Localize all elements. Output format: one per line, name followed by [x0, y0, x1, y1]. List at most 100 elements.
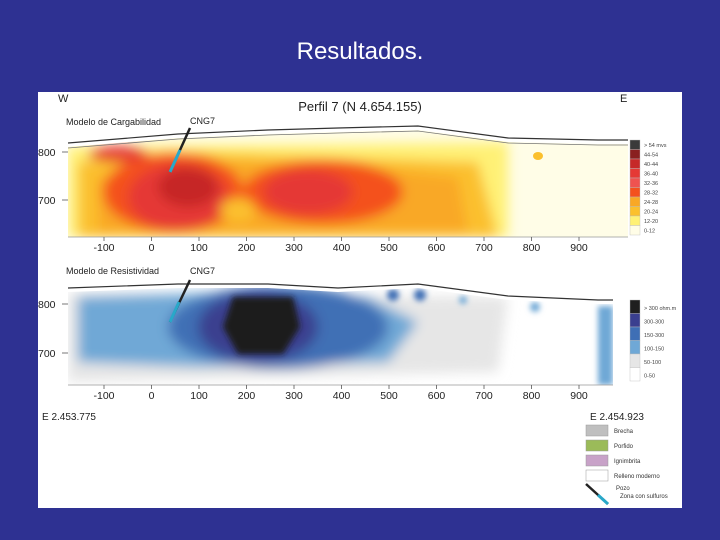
legend-label: 40-44: [644, 162, 658, 168]
y-tick-label: 700: [38, 195, 56, 207]
top-topography-line-lower: [67, 130, 628, 149]
x-tick-label: 700: [475, 390, 493, 402]
resist-east-edge: [598, 306, 613, 385]
coord-right: E 2.454.923: [590, 412, 644, 423]
bottom-topography-line: [67, 283, 613, 301]
litho-label: Relleno moderno: [614, 474, 660, 480]
legend-label: 100-150: [644, 347, 664, 353]
legend-label: 0-50: [644, 374, 655, 380]
y-tick-label: 800: [38, 147, 56, 159]
legend-swatch: [629, 367, 641, 382]
x-tick-label: -100: [93, 390, 114, 402]
litho-label: Porfido: [614, 444, 634, 450]
bottom-well-label: CNG7: [190, 266, 215, 276]
resist-shallow-anomaly-2: [414, 289, 426, 301]
x-tick-label: 400: [333, 242, 351, 254]
legend-swatch: [629, 299, 641, 314]
x-tick-label: 800: [523, 242, 541, 254]
litho-label: Brecha: [614, 429, 634, 435]
x-tick-label: 200: [238, 242, 256, 254]
top-x-ticks: -100 0 100 200 300 400 500 600 700 800 900: [93, 237, 588, 254]
litho-swatch: [585, 439, 609, 452]
x-tick-label: 0: [149, 390, 155, 402]
charge-shallow-anomaly: [88, 146, 148, 162]
x-tick-label: 100: [190, 390, 208, 402]
x-tick-label: 500: [380, 242, 398, 254]
legend-swatch: [629, 340, 641, 355]
resistivity-legend: > 300 ohm.m 300-300 150-300 100-150 50-100 0-…: [629, 299, 677, 382]
figure-panel: W E Perfil 7 (N 4.654.155) Modelo de Car…: [38, 92, 682, 508]
x-tick-label: 0: [149, 242, 155, 254]
x-tick-label: 700: [475, 242, 493, 254]
x-tick-label: 900: [570, 242, 588, 254]
legend-label: 28-32: [644, 191, 658, 197]
x-tick-label: 300: [285, 242, 303, 254]
litho-swatch: [585, 469, 609, 482]
legend-label: 44-54: [644, 153, 658, 159]
legend-label: 0-12: [644, 229, 655, 235]
resist-shallow-anomaly-3: [459, 296, 467, 304]
x-tick-label: 600: [428, 390, 446, 402]
charge-fill-36-40-east: [263, 170, 353, 214]
chargeability-legend: > 54 mvs 44-54 40-44 36-40 32-36 28-32 24-28 20…: [629, 139, 667, 236]
litho-swatch: [585, 454, 609, 467]
x-tick-label: 600: [428, 242, 446, 254]
legend-swatch: [629, 196, 641, 207]
top-well-label: CNG7: [190, 116, 215, 126]
bottom-sulfide-zone: [168, 301, 181, 323]
legend-label: > 54 mvs: [644, 143, 667, 149]
x-tick-label: 500: [380, 390, 398, 402]
bottom-model-title: Modelo de Resistividad: [66, 266, 159, 276]
x-tick-label: 900: [570, 390, 588, 402]
legend-swatch: [629, 187, 641, 198]
x-tick-label: 800: [523, 390, 541, 402]
legend-swatch: [629, 168, 641, 179]
legend-label: > 300 ohm.m: [644, 306, 677, 312]
legend-label: 300-300: [644, 320, 664, 326]
top-model-title: Modelo de Cargabilidad: [66, 117, 161, 127]
legend-swatch: [629, 206, 641, 217]
well-legend-sulfide: [596, 493, 610, 506]
resistivity-field: [68, 288, 613, 385]
direction-west: W: [58, 93, 69, 105]
legend-swatch: [629, 225, 641, 236]
legend-label: 32-36: [644, 181, 658, 187]
bottom-x-ticks: -100 0 100 200 300 400 500 600 700 800 900: [93, 385, 588, 402]
slide-title: Resultados.: [296, 38, 424, 65]
legend-label: 24-28: [644, 200, 658, 206]
well-legend-note: Zona con sulfuros: [620, 494, 668, 500]
charge-fill-40-44: [158, 167, 218, 207]
x-tick-label: 400: [333, 390, 351, 402]
legend-label: 36-40: [644, 172, 658, 178]
legend-label: 20-24: [644, 210, 658, 216]
legend-label: 50-100: [644, 360, 661, 366]
legend-swatch: [629, 326, 641, 341]
legend-swatch: [629, 313, 641, 328]
resist-fill-mid-low: [418, 307, 458, 347]
top-topography-line: [67, 125, 628, 144]
well-legend-label: Pozo: [616, 486, 630, 492]
figure-title: Perfil 7 (N 4.654.155): [298, 99, 422, 114]
coord-left: E 2.453.775: [42, 412, 96, 423]
y-tick-label: 700: [38, 348, 56, 360]
litho-label: Ignimbrita: [614, 459, 641, 465]
legend-label: 12-20: [644, 219, 658, 225]
lithology-legend: Brecha Porfido Ignimbrita Relleno moderno: [585, 424, 660, 482]
top-sulfide-zone: [168, 149, 182, 173]
direction-east: E: [620, 93, 627, 105]
y-tick-label: 800: [38, 299, 56, 311]
x-tick-label: 300: [285, 390, 303, 402]
chargeability-field: [68, 130, 628, 237]
resist-fill-over-300: [223, 297, 300, 354]
legend-swatch: [629, 139, 641, 150]
legend-swatch: [629, 215, 641, 226]
legend-swatch: [629, 158, 641, 169]
x-tick-label: 100: [190, 242, 208, 254]
bottom-y-ticks: 800 700: [38, 299, 68, 360]
profile-figure: W E Perfil 7 (N 4.654.155) Modelo de Car…: [38, 93, 677, 506]
x-tick-label: -100: [93, 242, 114, 254]
top-y-ticks: 800 700: [38, 147, 68, 207]
legend-swatch: [629, 353, 641, 368]
legend-label: 150-300: [644, 333, 664, 339]
resist-shallow-anomaly-1: [387, 289, 399, 301]
